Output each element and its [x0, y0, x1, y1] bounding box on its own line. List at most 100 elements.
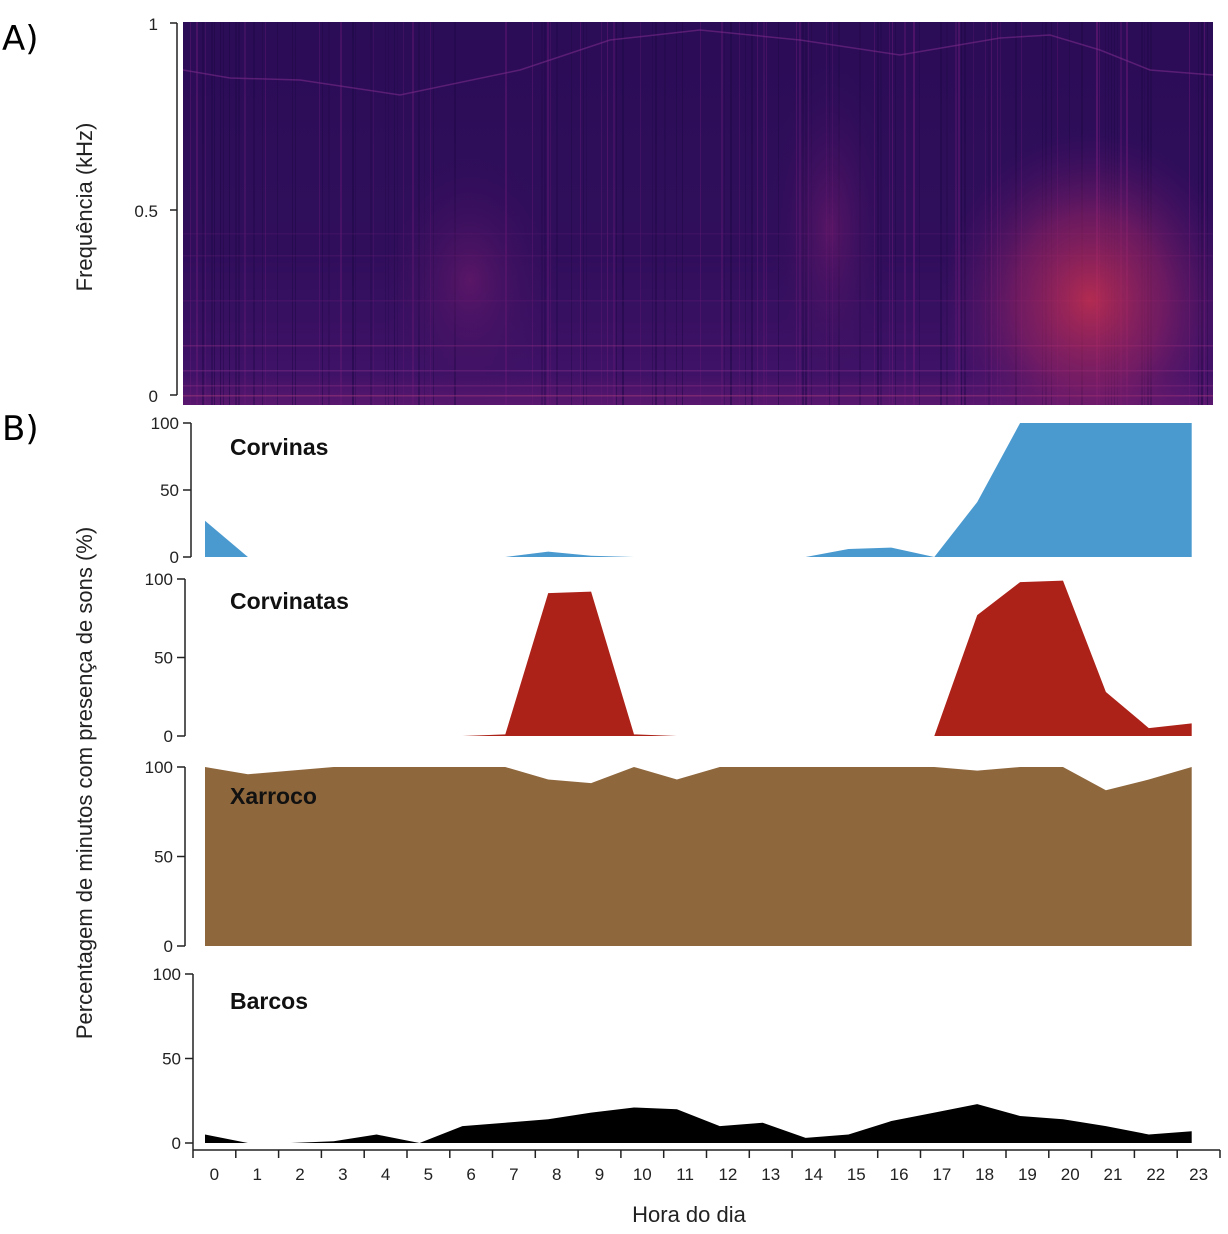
spectrogram-stripe	[205, 22, 206, 405]
xtick-19: 19	[1018, 1165, 1037, 1184]
area-chart-xarroco: 100 50 0 Xarroco	[145, 758, 1192, 956]
xtick-7: 7	[509, 1165, 518, 1184]
spectrogram-image	[183, 22, 1213, 405]
spectrogram-stripe	[763, 22, 765, 405]
xtick-17: 17	[932, 1165, 951, 1184]
xtick-9: 9	[595, 1165, 604, 1184]
area-charts-panel: 100 50 0 Corvinas 100 50 0 Corvinatas 100 50 0 Xarr…	[145, 414, 1192, 1153]
spectrogram-stripe	[721, 22, 723, 405]
spectrogram-stripe	[547, 22, 549, 405]
spectrogram-stripe	[676, 22, 677, 405]
spectrogram-glow	[770, 60, 890, 400]
spectrogram-stripe	[583, 22, 584, 405]
series-label-corvinas: Corvinas	[230, 434, 328, 460]
spectrogram-stripe	[751, 22, 753, 405]
area-corvinas	[505, 551, 634, 557]
spectrogram-stripe	[220, 22, 221, 405]
spectrogram-stripe	[745, 22, 746, 405]
area-chart-barcos: 100 50 0 Barcos	[153, 965, 1192, 1153]
spectrogram-stripe	[355, 22, 356, 405]
series-label-xarroco: Xarroco	[230, 783, 317, 809]
xtick-2: 2	[295, 1165, 304, 1184]
area-corvinas	[205, 520, 248, 557]
xtick-4: 4	[381, 1165, 390, 1184]
spectrogram-stripe	[328, 22, 330, 405]
spectrogram-glow	[380, 150, 560, 405]
spectrogram-stripe	[607, 22, 608, 405]
spectrogram-stripe	[586, 22, 587, 405]
spectrogram-stripe	[913, 22, 915, 405]
ytick-corvinatas-0: 0	[164, 727, 173, 746]
xtick-1: 1	[252, 1165, 261, 1184]
spectrogram-stripe	[265, 22, 266, 405]
x-axis: 0 1 2 3 4 5 6 7 8 9 10 11 12 13 14 15 16 17 18 19 20 21 22 23	[192, 1143, 1221, 1184]
spectrogram-stripe	[601, 22, 602, 405]
spectrogram-stripe	[940, 22, 942, 405]
spectrogram-band	[183, 233, 1213, 235]
spectrogram-stripe	[730, 22, 732, 405]
spectrogram-stripe	[700, 22, 701, 405]
spectrogram-stripe	[904, 22, 906, 405]
ytick-corvinas-0: 0	[170, 548, 179, 567]
spectrogram-stripe	[664, 22, 666, 405]
spectrogram-stripe	[202, 22, 204, 405]
spectrogram-stripe	[958, 22, 960, 405]
spectrogram-stripe	[223, 22, 224, 405]
spectrogram-stripe	[550, 22, 551, 405]
xtick-0: 0	[210, 1165, 219, 1184]
spectrogram-stripe	[340, 22, 342, 405]
series-label-corvinatas: Corvinatas	[230, 588, 349, 614]
spectrogram-stripe	[214, 22, 215, 405]
y-axis-xarroco	[177, 766, 186, 947]
spectrogram-stripe	[613, 22, 615, 405]
area-barcos	[205, 1104, 1192, 1143]
spectrogram-stripe	[253, 22, 255, 405]
panel-label-a: A)	[2, 19, 39, 59]
spectrogram-stripe	[724, 22, 725, 405]
ytick-corvinas-50: 50	[160, 481, 179, 500]
spectrogram-stripe	[640, 22, 641, 405]
spectrogram-band	[183, 345, 1213, 347]
spectrogram-stripe	[277, 22, 278, 405]
xtick-16: 16	[890, 1165, 909, 1184]
x-axis-line	[192, 1149, 1221, 1158]
spectrogram-stripe	[244, 22, 246, 405]
spectrogram-band	[183, 385, 1213, 387]
ytick-xarroco-0: 0	[164, 937, 173, 956]
spectrogram-y-axis-title: Frequência (kHz)	[72, 123, 97, 292]
spectrogram-stripe	[652, 22, 653, 405]
xtick-10: 10	[633, 1165, 652, 1184]
xtick-21: 21	[1104, 1165, 1123, 1184]
spectrogram-stripe	[571, 22, 572, 405]
y-axis-corvinas	[183, 422, 192, 558]
spectrogram-stripe	[895, 22, 896, 405]
area-chart-corvinatas: 100 50 0 Corvinatas	[145, 570, 1192, 746]
spectrogram-stripe	[295, 22, 296, 405]
xtick-20: 20	[1061, 1165, 1080, 1184]
ytick-corvinas-100: 100	[151, 414, 179, 433]
ytick-xarroco-100: 100	[145, 758, 173, 777]
area-corvinatas	[462, 591, 677, 736]
spectrogram-stripe	[766, 22, 767, 405]
ytick-corvinatas-50: 50	[154, 649, 173, 668]
spectrogram-ytick-0.5: 0.5	[134, 202, 158, 221]
area-chart-corvinas: 100 50 0 Corvinas	[151, 414, 1192, 567]
panel-label-b: B)	[2, 409, 39, 449]
spectrogram-stripe	[385, 22, 386, 405]
spectrogram-stripe	[370, 22, 372, 405]
spectrogram-stripe	[955, 22, 957, 405]
spectrogram-stripe	[190, 22, 191, 405]
area-corvinas	[805, 423, 1192, 557]
y-axis-corvinatas	[177, 578, 186, 737]
xtick-23: 23	[1189, 1165, 1208, 1184]
spectrogram-stripe	[388, 22, 389, 405]
spectrogram-stripe	[352, 22, 354, 405]
xtick-15: 15	[847, 1165, 866, 1184]
x-axis-title: Hora do dia	[632, 1202, 747, 1227]
xtick-11: 11	[676, 1165, 694, 1184]
spectrogram-stripe	[229, 22, 230, 405]
ytick-corvinatas-100: 100	[145, 570, 173, 589]
spectrogram-band	[183, 300, 1213, 302]
xtick-22: 22	[1146, 1165, 1165, 1184]
